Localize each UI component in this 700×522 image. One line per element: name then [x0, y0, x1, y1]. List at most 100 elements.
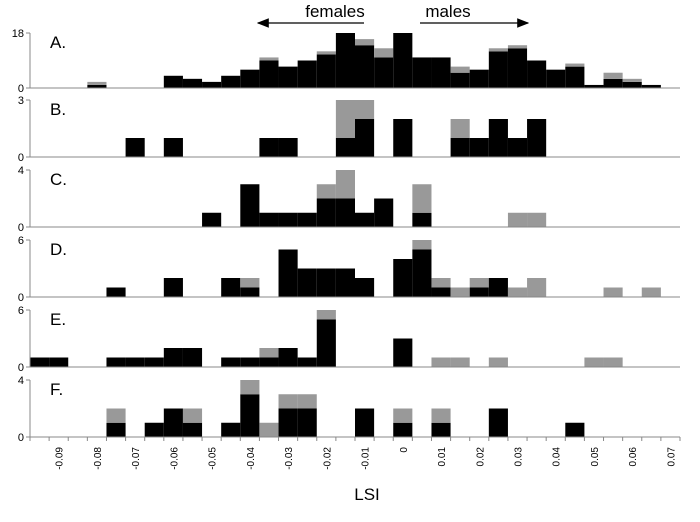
bar-gray [622, 78, 642, 82]
bar-gray [488, 357, 508, 367]
bar-black [163, 138, 183, 157]
bar-black [565, 66, 585, 88]
x-tick-label: -0.02 [322, 447, 333, 470]
bar-black [278, 408, 298, 437]
x-tick-label: 0.01 [437, 447, 448, 467]
bar-black [507, 138, 528, 157]
bar-gray [507, 212, 528, 227]
x-tick-label: -0.09 [55, 447, 66, 470]
bar-gray [584, 357, 604, 367]
panel-label: D. [50, 240, 67, 259]
panel-4: 0 6 D. [18, 235, 680, 304]
bar-black [450, 72, 470, 88]
bar-black [221, 278, 241, 297]
bar-black [431, 422, 451, 437]
bar-gray [335, 170, 355, 199]
bar-black [30, 357, 50, 367]
x-axis-label: LSI [354, 485, 380, 504]
bar-gray [240, 278, 260, 288]
panel-5: 0 6 E. [18, 305, 680, 374]
bar-black [316, 319, 336, 367]
bar-gray [182, 408, 203, 423]
bar-black [335, 268, 355, 297]
y-tick-label: 6 [18, 305, 24, 317]
bar-black [355, 408, 375, 437]
bar-black [316, 198, 336, 227]
x-tick-label: 0.04 [552, 447, 563, 467]
males-label: males [425, 2, 470, 21]
bar-black [259, 212, 279, 227]
bar-gray [565, 63, 585, 67]
bar-gray [259, 348, 279, 358]
bar-black [49, 357, 69, 367]
bar-black [182, 422, 203, 437]
x-tick-label: 0.07 [666, 447, 677, 467]
y-tick-label: 4 [18, 165, 24, 177]
bar-gray [259, 422, 279, 437]
bar-black [297, 212, 317, 227]
bar-black [546, 69, 566, 88]
bar-gray [450, 66, 470, 73]
y-tick-label: 6 [18, 235, 24, 247]
bar-black [641, 84, 661, 88]
bar-black [316, 268, 336, 297]
bar-black [125, 357, 145, 367]
bar-gray [316, 310, 336, 320]
bar-black [469, 138, 489, 157]
bar-black [278, 212, 298, 227]
panel-3: 0 4 C. [18, 165, 680, 234]
bar-gray [87, 81, 107, 85]
bar-black [221, 357, 241, 367]
bar-black [335, 198, 355, 227]
bar-black [240, 357, 260, 367]
bar-black [412, 57, 432, 88]
y-tick-label: 3 [18, 95, 24, 107]
bar-black [393, 422, 413, 437]
bar-gray [527, 212, 547, 227]
y-tick-label: 0 [18, 292, 24, 304]
panel-6: 0 4 F. [18, 375, 680, 444]
panel-label: C. [50, 170, 67, 189]
bar-black [297, 408, 317, 437]
bar-black [202, 212, 222, 227]
bar-black [469, 287, 489, 297]
bar-gray [393, 408, 413, 423]
bar-black [335, 138, 355, 157]
bar-gray [450, 357, 470, 367]
y-tick-label: 0 [18, 152, 24, 164]
bar-gray [527, 278, 547, 297]
bar-gray [641, 287, 661, 297]
bar-black [565, 422, 585, 437]
bar-black [374, 198, 394, 227]
bar-gray [355, 100, 375, 119]
panel-label: F. [50, 380, 63, 399]
y-tick-label: 18 [12, 28, 24, 40]
bar-black [259, 357, 279, 367]
bar-black [355, 119, 375, 157]
bar-black [163, 348, 183, 367]
bar-black [163, 278, 183, 297]
panel-label: E. [50, 310, 66, 329]
bar-black [106, 287, 126, 297]
x-tick-label: -0.01 [361, 447, 372, 470]
bar-gray [278, 394, 298, 409]
bar-black [355, 212, 375, 227]
bar-black [393, 33, 413, 88]
females-label: females [305, 2, 365, 21]
y-tick-label: 0 [18, 222, 24, 234]
bar-black [603, 78, 623, 88]
bar-gray [335, 100, 355, 138]
bar-black [507, 48, 528, 88]
y-tick-label: 0 [18, 432, 24, 444]
bar-black [240, 394, 260, 437]
bar-black [278, 249, 298, 297]
bar-black [527, 60, 547, 88]
bar-black [163, 75, 183, 88]
bar-gray [431, 357, 451, 367]
bar-black [527, 119, 547, 157]
bar-gray [412, 240, 432, 250]
bar-black [450, 138, 470, 157]
bar-gray [316, 51, 336, 55]
y-tick-label: 0 [18, 83, 24, 95]
